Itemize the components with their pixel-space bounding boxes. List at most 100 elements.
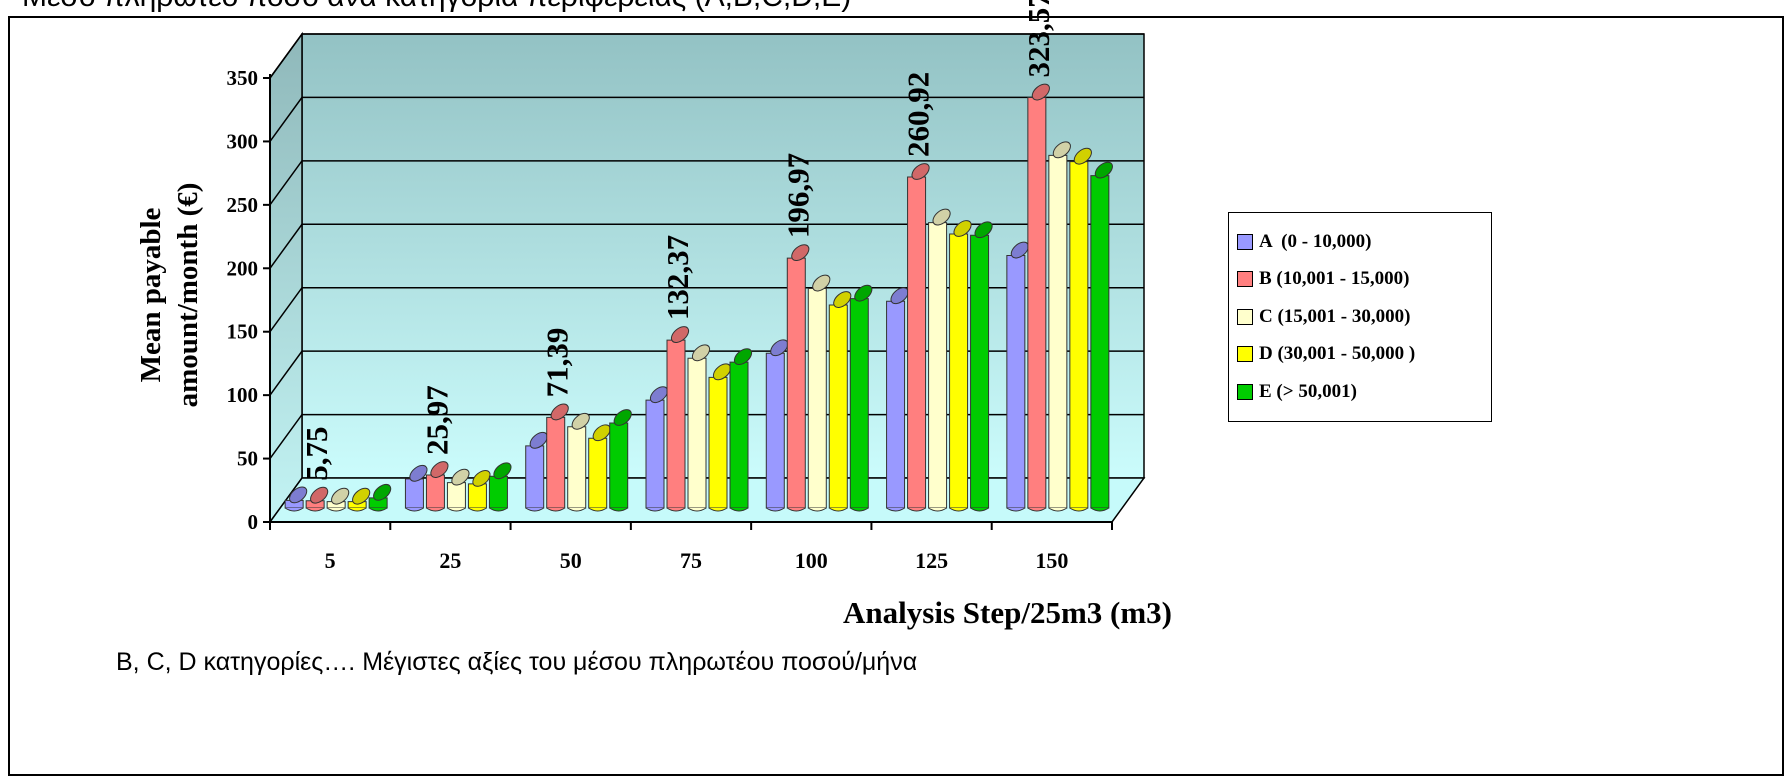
bar-150-series-4	[1069, 147, 1092, 512]
bar-base	[850, 507, 869, 512]
legend-item: E (> 50,001)	[1237, 373, 1491, 411]
bar-body	[1048, 154, 1068, 509]
bar-base	[928, 507, 947, 512]
bar-base	[708, 507, 728, 512]
bar-base	[645, 507, 665, 512]
x-axis-label: Analysis Step/25m3 (m3)	[843, 595, 1172, 630]
bar-base	[808, 507, 827, 512]
bar-body	[467, 483, 487, 509]
legend-swatch	[1237, 271, 1253, 288]
bar-125-series-4	[949, 220, 972, 512]
bar-body	[425, 474, 445, 509]
axes	[263, 74, 1113, 530]
legend-label: B (10,001 - 15,000)	[1259, 268, 1410, 290]
bottom-caption: B, C, D κατηγορίες…. Μέγιστες αξίες του …	[116, 648, 918, 676]
bar-body	[645, 399, 665, 509]
data-label: 323,57	[1021, 0, 1056, 78]
bar-cap	[1073, 147, 1092, 165]
bar-body	[588, 437, 608, 509]
legend-label: E (> 50,001)	[1259, 380, 1357, 402]
bar-cap	[733, 348, 753, 366]
bar-body	[886, 300, 906, 509]
bar-base	[447, 507, 466, 512]
bar-5-series-1	[284, 486, 308, 512]
bar-base	[886, 507, 905, 512]
data-label: 71,39	[540, 328, 575, 398]
bar-base	[525, 507, 544, 512]
bar-base	[787, 507, 806, 512]
bar-cap	[550, 403, 569, 421]
bar-body	[970, 234, 990, 509]
bar-100-series-3	[807, 274, 831, 512]
bar-body	[729, 361, 749, 509]
bar-base	[567, 507, 586, 512]
legend: A (0 - 10,000) B (10,001 - 15,000) C (15,0…	[1228, 212, 1492, 422]
bar-body	[1090, 175, 1110, 509]
gridline-250	[269, 160, 1144, 206]
bar-body	[666, 339, 686, 509]
bar-body	[525, 445, 545, 509]
bar-body	[1027, 97, 1047, 509]
bar-body	[609, 422, 629, 509]
x-tick-label: 100	[795, 548, 828, 573]
data-label: 260,92	[901, 72, 936, 157]
bar-body	[765, 352, 785, 509]
bar-cap	[1031, 83, 1050, 101]
top-caption: Μέσο πληρωτέο ποσό ανά κατηγορία περιφέρ…	[22, 0, 851, 14]
x-tick-label: 125	[915, 548, 948, 573]
bar-125-series-5	[970, 221, 993, 512]
bar-cap	[833, 291, 852, 308]
bar-base	[284, 507, 304, 512]
bar-body	[546, 416, 566, 509]
legend-item: A (0 - 10,000)	[1237, 223, 1491, 261]
x-tick-label: 50	[560, 548, 582, 573]
bar-cap	[571, 412, 590, 430]
bar-125-series-2	[907, 163, 930, 512]
bar-cap	[812, 274, 831, 292]
bar-base	[666, 507, 686, 512]
legend-swatch	[1237, 346, 1253, 363]
bar-50-series-2	[546, 403, 569, 512]
bar-5-series-4	[347, 487, 371, 512]
bar-base	[687, 507, 707, 512]
bar-base	[1069, 507, 1089, 512]
gridline-350	[269, 33, 1144, 79]
bar-base	[588, 507, 607, 512]
bar-base	[368, 507, 388, 512]
data-label: 25,97	[419, 385, 454, 455]
y-tick-label: 250	[227, 193, 259, 217]
data-label: 5,75	[299, 426, 334, 480]
bars	[284, 83, 1113, 512]
bar-cap	[1094, 161, 1113, 179]
bar-25-series-5	[488, 462, 512, 512]
x-tick-label: 150	[1035, 548, 1068, 573]
bar-base	[405, 507, 424, 512]
bar-5-series-3	[326, 487, 350, 512]
bar-body	[849, 298, 869, 509]
bar-body	[928, 222, 948, 509]
bar-100-series-2	[786, 244, 810, 512]
legend-swatch	[1237, 233, 1253, 250]
bar-100-series-1	[765, 339, 789, 512]
tick-labels: 0 50 100 150 200 250 300 350 5 25 50 75 100 125 150	[227, 66, 1069, 573]
y-tick-label: 50	[237, 447, 258, 471]
y-tick-label: 150	[227, 320, 259, 344]
bar-150-series-5	[1090, 161, 1113, 512]
bar-cap	[854, 284, 873, 302]
bar-cap	[911, 163, 930, 180]
bar-base	[907, 507, 926, 512]
bar-cap	[1052, 141, 1071, 159]
bar-cap	[430, 461, 449, 478]
bar-50-series-1	[525, 431, 548, 512]
x-tick-label: 75	[680, 548, 702, 573]
y-tick-label: 0	[248, 510, 259, 534]
bar-base	[489, 507, 508, 512]
legend-item: B (10,001 - 15,000)	[1237, 261, 1491, 299]
bar-75-series-2	[666, 326, 690, 512]
legend-swatch	[1237, 383, 1253, 400]
bar-base	[829, 507, 848, 512]
bar-75-series-3	[687, 344, 711, 512]
y-axis-label-line1: Mean payable	[135, 207, 167, 382]
bar-base	[609, 507, 628, 512]
